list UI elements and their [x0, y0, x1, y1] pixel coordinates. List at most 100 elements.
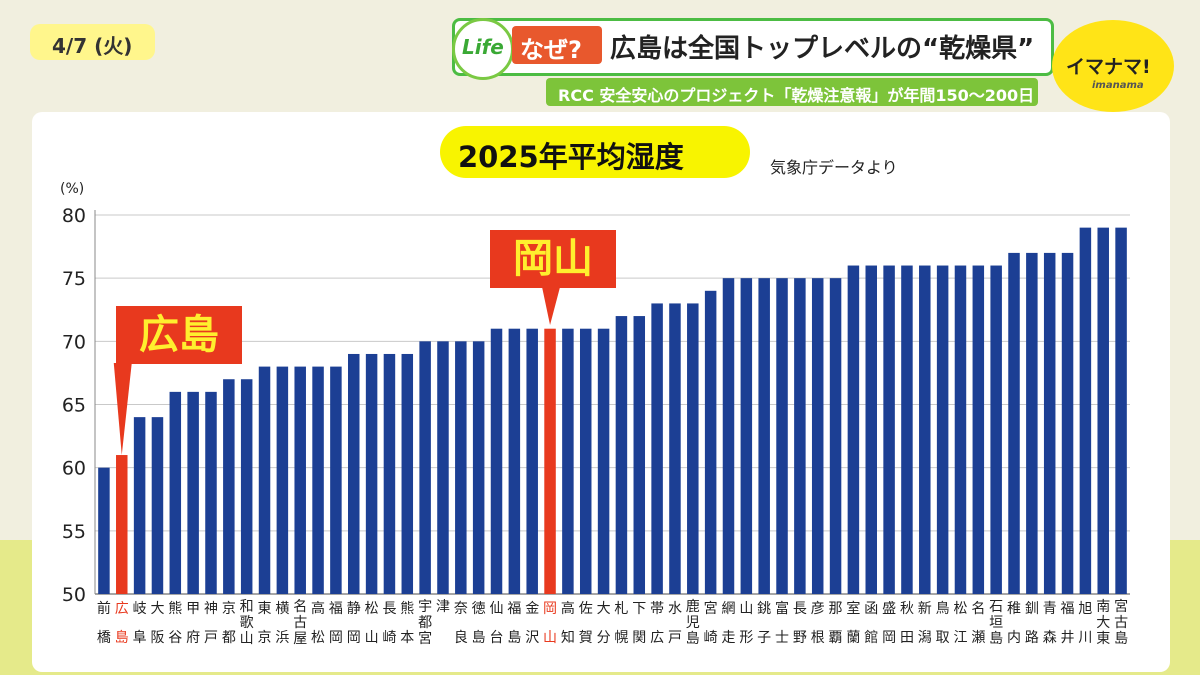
date-text: 4/7 (火) — [52, 34, 133, 58]
bar-石垣島 — [990, 265, 1002, 594]
life-logo: Life — [452, 18, 514, 80]
callout-pointer — [542, 287, 561, 325]
bar-宇都宮 — [419, 341, 431, 594]
x-tick-label: 函館 — [864, 601, 878, 646]
bar-青森 — [1043, 252, 1056, 594]
x-tick-label: 奈良 — [454, 601, 468, 646]
x-tick-label: 徳島 — [472, 601, 486, 646]
x-tick-label: 熊谷 — [168, 601, 182, 646]
x-tick-label: 京都 — [222, 601, 236, 646]
x-tick-label: 和歌山 — [240, 599, 254, 647]
x-tick-label: 大分 — [597, 601, 611, 646]
x-tick-label: 札幌 — [614, 601, 628, 646]
bar-横浜 — [276, 366, 289, 594]
callout-pointer — [113, 363, 132, 455]
x-tick-label: 山形 — [739, 601, 753, 646]
bar-銚子 — [758, 278, 770, 594]
bar-大阪 — [151, 417, 164, 594]
bar-宮古島 — [1115, 227, 1127, 594]
callout-広島: 広島 — [116, 306, 242, 364]
x-tick-label: 東京 — [258, 601, 272, 646]
y-tick-label: 65 — [62, 395, 86, 417]
bar-釧路 — [1026, 252, 1038, 594]
x-tick-label: 広島 — [115, 601, 129, 646]
bar-福井 — [1061, 252, 1074, 594]
bar-盛岡 — [883, 265, 895, 594]
bar-稚内 — [1008, 252, 1020, 594]
x-tick-label: 高松 — [311, 600, 325, 646]
x-tick-label: 鳥取 — [936, 601, 950, 646]
bar-熊谷 — [169, 391, 182, 594]
x-tick-label: 名瀬 — [971, 601, 985, 646]
x-tick-label: 津 — [436, 599, 450, 615]
bar-新潟 — [919, 265, 931, 594]
bar-佐賀 — [579, 328, 592, 594]
x-tick-label: 静岡 — [347, 601, 361, 646]
bar-福岡 — [330, 366, 342, 594]
bar-熊本 — [401, 353, 414, 594]
x-tick-label: 名古屋 — [293, 599, 307, 647]
x-tick-label: 前橋 — [97, 600, 111, 646]
station-logo-sub: imanama — [1092, 80, 1144, 91]
bar-松江 — [954, 265, 967, 594]
naze-tag: なぜ? — [512, 26, 602, 64]
y-tick-label: 80 — [62, 205, 86, 227]
x-tick-label: 金沢 — [525, 601, 539, 646]
chart-source: 気象庁データより — [770, 158, 898, 177]
bar-水戸 — [669, 303, 681, 594]
x-tick-label: 旭川 — [1078, 601, 1092, 646]
sub-banner: RCC 安全安心のプロジェクト「乾燥注意報」が年間150〜200日 — [546, 78, 1038, 106]
x-tick-label: 釧路 — [1025, 601, 1039, 646]
x-tick-label: 高知 — [561, 600, 575, 646]
x-tick-label: 松山 — [365, 601, 379, 646]
bar-京都 — [223, 379, 235, 594]
x-tick-label: 富士 — [775, 600, 789, 646]
bar-高松 — [312, 366, 324, 594]
x-tick-label: 青森 — [1043, 601, 1057, 646]
chart-title-box: 2025年平均湿度 — [440, 126, 750, 178]
bar-下関 — [633, 316, 646, 594]
y-axis-label: (%) — [60, 181, 84, 197]
callout-岡山: 岡山 — [490, 230, 616, 288]
x-tick-label: 宮古島 — [1114, 599, 1128, 647]
bar-那覇 — [829, 278, 842, 594]
bar-奈良 — [455, 341, 467, 594]
bar-南大東 — [1097, 227, 1109, 594]
x-tick-label: 松江 — [953, 601, 967, 646]
x-tick-label: 盛岡 — [882, 601, 896, 646]
bar-旭川 — [1079, 227, 1092, 594]
y-tick-label: 55 — [62, 521, 86, 543]
bar-前橋 — [98, 467, 110, 594]
x-tick-label: 神戸 — [204, 601, 218, 646]
date-tag: 4/7 (火) — [30, 24, 155, 60]
x-tick-label: 福井 — [1061, 601, 1075, 646]
x-tick-label: 岐阜 — [133, 601, 147, 646]
naze-tag-text: なぜ? — [520, 36, 582, 64]
x-tick-label: 長崎 — [382, 601, 396, 646]
x-tick-label: 下関 — [632, 601, 646, 646]
x-tick-label: 福岡 — [329, 601, 343, 646]
bar-名古屋 — [294, 366, 306, 594]
sub-banner-text: RCC 安全安心のプロジェクト「乾燥注意報」が年間150〜200日 — [558, 86, 1035, 105]
bar-秋田 — [901, 265, 913, 594]
bar-甲府 — [187, 391, 199, 594]
x-tick-label: 室蘭 — [846, 600, 860, 646]
bar-鹿児島 — [687, 303, 699, 594]
station-logo: イマナマ! imanama — [1052, 20, 1174, 112]
x-tick-label: 彦根 — [811, 601, 825, 646]
bar-宮崎 — [704, 290, 717, 594]
bar-山形 — [740, 278, 753, 594]
bar-金沢 — [526, 328, 538, 594]
x-tick-label: 岡山 — [543, 601, 557, 646]
bar-長野 — [794, 278, 806, 594]
y-tick-label: 50 — [62, 584, 86, 606]
x-tick-label: 新潟 — [918, 601, 932, 646]
x-tick-label: 稚内 — [1007, 601, 1021, 646]
bar-東京 — [258, 366, 271, 594]
station-logo-text: イマナマ! — [1066, 56, 1151, 78]
x-tick-label: 福島 — [507, 601, 521, 646]
headline-text: 広島は全国トップレベルの“乾燥県” — [610, 34, 1035, 64]
x-tick-label: 帯広 — [650, 601, 664, 646]
bar-室蘭 — [847, 265, 860, 594]
bar-高知 — [562, 328, 574, 594]
